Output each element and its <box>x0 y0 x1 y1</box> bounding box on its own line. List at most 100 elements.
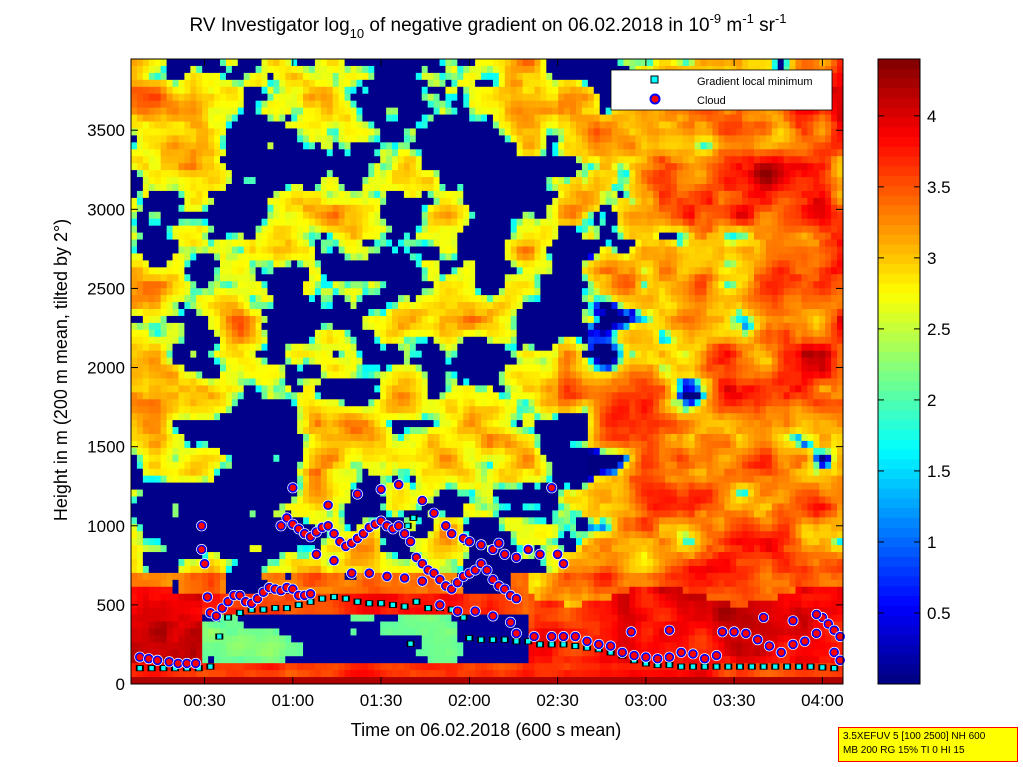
heatmap-cell <box>131 246 138 254</box>
heatmap-cell <box>142 586 150 595</box>
heatmap-cell <box>451 517 458 525</box>
heatmap-cell <box>415 378 423 386</box>
heatmap-cell <box>196 440 203 449</box>
heatmap-cell <box>196 586 203 595</box>
heatmap-cell <box>225 447 233 456</box>
heatmap-cell <box>344 503 351 511</box>
heatmap-cell <box>368 343 375 352</box>
heatmap-cell <box>237 72 245 81</box>
heatmap-cell <box>154 163 162 171</box>
heatmap-cell <box>267 607 274 615</box>
heatmap-cell <box>392 656 399 664</box>
heatmap-cell <box>457 142 464 150</box>
heatmap-cell <box>148 225 156 234</box>
heatmap-cell <box>184 232 191 240</box>
heatmap-cell <box>142 246 150 254</box>
heatmap-cell <box>202 197 209 206</box>
heatmap-cell <box>142 336 150 345</box>
heatmap-cell <box>362 545 369 553</box>
heatmap-cell <box>279 649 286 657</box>
heatmap-cell <box>314 392 322 400</box>
heatmap-cell <box>131 392 138 400</box>
heatmap-cell <box>249 59 256 67</box>
heatmap-cell <box>249 93 256 102</box>
heatmap-cell <box>208 239 215 247</box>
heatmap-cell <box>243 663 251 671</box>
heatmap-cell <box>362 315 369 324</box>
heatmap-cell <box>380 114 387 122</box>
heatmap-cell <box>148 204 156 213</box>
heatmap-cell <box>208 59 215 67</box>
heatmap-cell <box>451 329 458 338</box>
heatmap-cell <box>451 322 458 331</box>
heatmap-cell <box>208 170 215 178</box>
heatmap-cell <box>303 170 310 178</box>
heatmap-cell <box>249 246 256 254</box>
heatmap-cell <box>427 343 434 352</box>
heatmap-cell <box>214 656 221 664</box>
heatmap-cell <box>142 364 150 372</box>
heatmap-cell <box>427 496 434 504</box>
heatmap-cell <box>190 93 197 102</box>
heatmap-cell <box>332 267 340 275</box>
heatmap-cell <box>160 635 167 643</box>
heatmap-cell <box>136 329 144 338</box>
heatmap-cell <box>309 184 316 192</box>
heatmap-cell <box>208 371 215 379</box>
heatmap-cell <box>202 170 209 178</box>
heatmap-cell <box>297 65 304 74</box>
heatmap-cell <box>148 135 156 143</box>
heatmap-cell <box>392 427 399 435</box>
heatmap-cell <box>445 427 452 435</box>
heatmap-cell <box>314 649 322 657</box>
heatmap-cell <box>131 274 138 282</box>
heatmap-cell <box>214 378 221 386</box>
heatmap-cell <box>249 72 256 81</box>
heatmap-cell <box>279 357 286 365</box>
heatmap-cell <box>439 427 446 435</box>
heatmap-cell <box>421 309 429 317</box>
heatmap-cell <box>231 156 239 164</box>
heatmap-cell <box>273 531 280 539</box>
heatmap-cell <box>202 434 209 442</box>
heatmap-cell <box>356 350 363 359</box>
heatmap-cell <box>255 197 262 206</box>
heatmap-cell <box>148 114 156 122</box>
heatmap-cell <box>214 538 221 546</box>
heatmap-cell <box>225 496 233 504</box>
heatmap-cell <box>178 545 185 553</box>
heatmap-cell <box>326 343 334 352</box>
heatmap-cell <box>403 552 411 560</box>
heatmap-cell <box>309 135 316 143</box>
heatmap-cell <box>303 628 310 636</box>
heatmap-cell <box>136 239 144 247</box>
heatmap-cell <box>439 322 446 331</box>
heatmap-cell <box>202 357 209 365</box>
heatmap-cell <box>261 253 268 261</box>
heatmap-cell <box>332 79 340 88</box>
heatmap-cell <box>374 86 381 95</box>
heatmap-cell <box>409 385 417 393</box>
heatmap-cell <box>208 677 215 685</box>
heatmap-cell <box>403 399 411 407</box>
heatmap-cell <box>398 496 405 504</box>
heatmap-cell <box>415 65 423 74</box>
heatmap-cell <box>439 593 446 602</box>
heatmap-cell <box>273 628 280 636</box>
heatmap-cell <box>142 447 150 456</box>
heatmap-cell <box>237 461 245 470</box>
heatmap-cell <box>142 385 150 393</box>
heatmap-cell <box>160 614 167 622</box>
heatmap-cell <box>344 211 351 220</box>
heatmap-cell <box>190 392 197 400</box>
heatmap-cell <box>178 79 185 88</box>
heatmap-cell <box>303 447 310 456</box>
heatmap-cell <box>392 399 399 407</box>
heatmap-cell <box>243 302 251 310</box>
heatmap-cell <box>267 427 274 435</box>
heatmap-cell <box>166 350 173 359</box>
heatmap-cell <box>320 677 328 685</box>
heatmap-cell <box>332 475 340 484</box>
heatmap-cell <box>374 267 381 275</box>
heatmap-cell <box>190 239 197 247</box>
